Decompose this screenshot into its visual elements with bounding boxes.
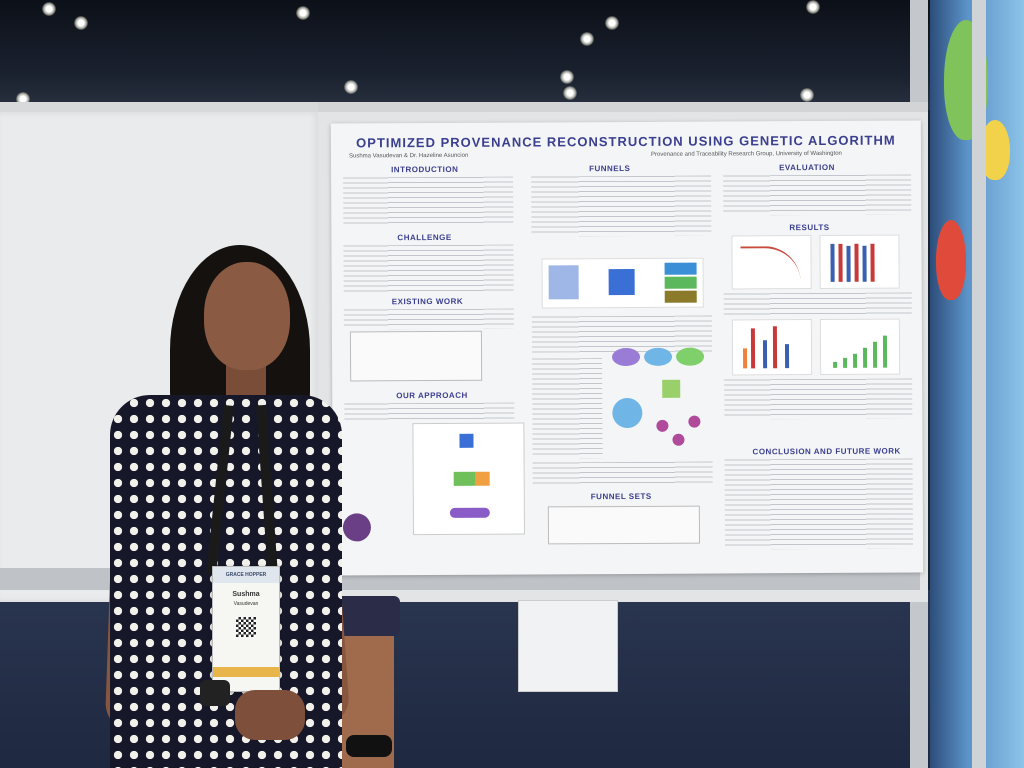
bar [870,243,875,282]
section-heading-our-approach: OUR APPROACH [396,390,468,401]
body-text [724,458,914,550]
section-heading-funnel-sets: FUNNEL SETS [590,491,652,502]
results-bar-chart [731,319,813,376]
section-heading-challenge: CHALLENGE [397,232,452,243]
conference-badge: GRACE HOPPER Sushma Vasudevan [212,566,280,692]
badge-stripe [213,667,279,677]
line-series [740,246,801,283]
body-text [532,358,603,459]
ceiling-light [806,0,820,14]
bar [872,341,878,368]
network-node [612,397,643,429]
funnel-diagram [412,422,525,536]
bar [863,347,868,368]
badge-header [213,567,279,583]
ceiling-light [580,32,594,46]
ceiling-light [74,16,88,30]
ceiling-light [296,6,310,20]
badge-event: GRACE HOPPER [225,572,267,578]
floor-sign [518,600,618,692]
output-block [664,290,697,303]
network-node [672,433,685,446]
balloon-graphic [936,220,966,300]
ceiling-light [560,70,574,84]
section-heading-existing-work: EXISTING WORK [391,296,464,307]
bar [750,328,756,369]
poster-title: OPTIMIZED PROVENANCE RECONSTRUCTION USIN… [356,132,896,151]
bar [862,245,867,282]
university-seal [342,513,372,542]
bar [853,353,858,368]
cluster-ellipse [612,347,641,367]
body-text [344,402,515,422]
section-heading-results: RESULTS [789,222,830,233]
cluster-ellipse [675,347,705,366]
matrix-block [548,265,579,300]
bar [843,357,848,368]
bar [784,344,790,369]
body-text [343,244,514,294]
cube-icon [475,471,490,486]
body-text [343,308,514,330]
network-node [656,419,669,432]
network-figure [612,379,712,451]
body-text [343,176,514,226]
section-heading-evaluation: EVALUATION [779,162,835,173]
section-heading-conclusion: CONCLUSION AND FUTURE WORK [752,446,901,457]
bar [882,335,888,368]
results-line-chart [731,235,812,290]
body-text [532,461,713,485]
section-heading-funnels: FUNNELS [589,163,631,174]
ceiling-light [605,16,619,30]
poster-affiliation: Provenance and Traceability Research Gro… [650,150,842,158]
badge-name: Sushma [232,591,260,598]
bar [838,243,843,282]
output-block [664,262,697,275]
body-text [531,175,712,237]
existing-work-table [349,330,483,382]
cluster-dots [449,507,490,518]
funnel-sets-table [547,505,701,545]
bar [772,326,778,369]
qr-code [236,617,256,637]
pipeline-figure [541,257,704,309]
body-text [723,292,912,316]
body-text [724,378,913,420]
presenter-hands [235,690,305,740]
bar [830,243,835,282]
bar [743,348,748,369]
bar [854,243,859,282]
cluster-ellipse [643,347,673,366]
results-bar-chart [819,318,901,375]
ceiling-light [42,2,56,16]
output-block [664,276,697,289]
bar [846,245,851,282]
process-block [608,268,635,296]
cube-icon [459,433,474,448]
network-node [662,379,681,398]
ceiling-light [800,88,814,102]
presenter-face [204,262,290,370]
background-person-shoe [346,735,392,757]
bar [762,340,768,369]
bar [833,361,838,368]
cluster-figure [612,347,705,376]
cube-icon [453,471,476,486]
booth-pole [972,0,986,768]
section-heading-introduction: INTRODUCTION [391,164,459,175]
badge-surname: Vasudevan [233,601,259,607]
poster-authors: Sushma Vasudevan & Dr. Hazeline Asuncion [348,152,469,160]
smartwatch [200,680,230,706]
body-text [723,174,912,216]
ceiling [0,0,1024,110]
network-node [688,415,701,428]
research-poster: OPTIMIZED PROVENANCE RECONSTRUCTION USIN… [330,120,924,576]
ceiling-light [563,86,577,100]
ceiling-light [344,80,358,94]
results-bar-chart [819,234,900,289]
